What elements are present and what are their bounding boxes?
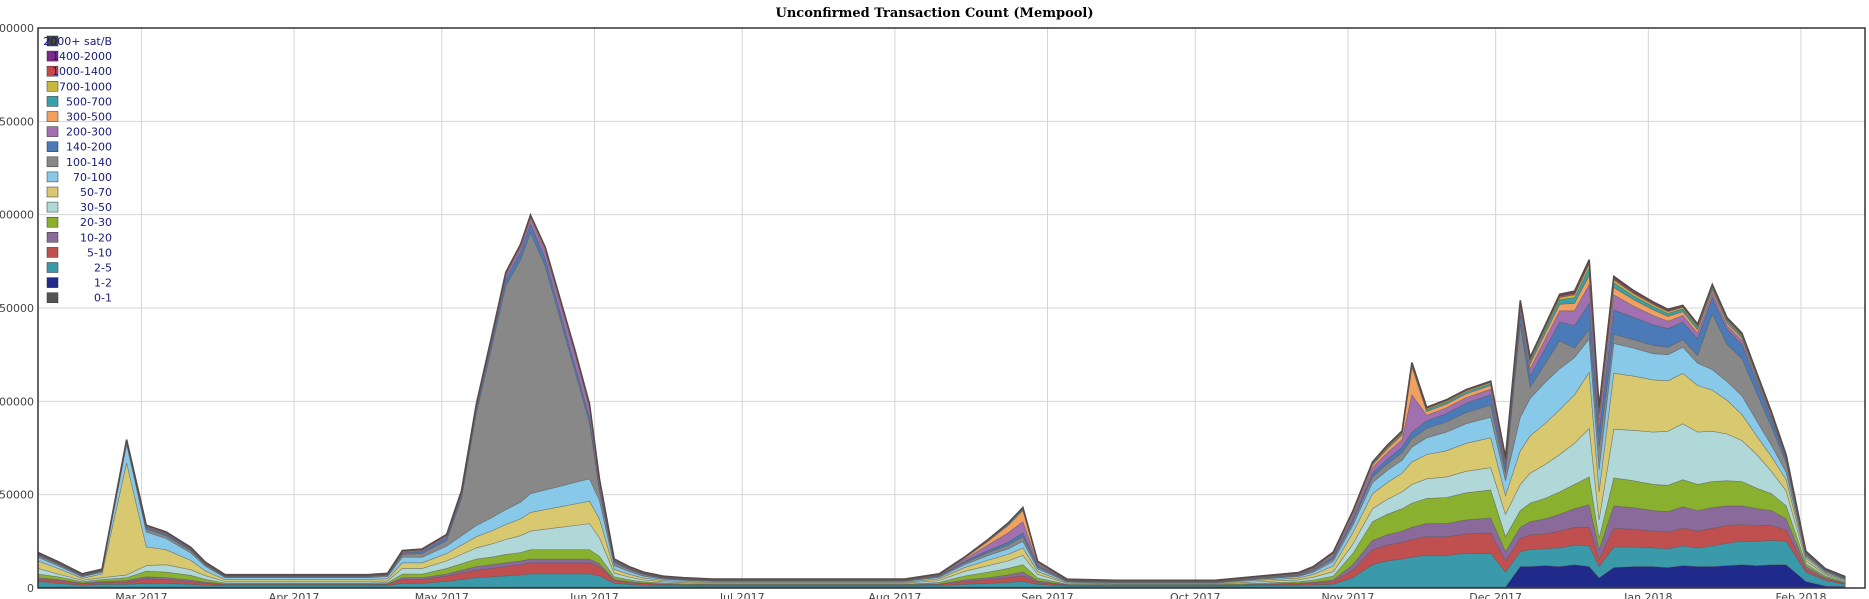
legend-item[interactable]: 20-30 — [46, 216, 112, 229]
legend-swatch — [46, 35, 59, 47]
legend-label: 2000+ sat/B — [43, 35, 112, 48]
legend-swatch — [46, 216, 59, 228]
total-outline — [37, 212, 1846, 582]
legend-swatch — [46, 96, 59, 107]
legend-label: 140-200 — [66, 141, 112, 154]
y-tick-label: 300000 — [0, 22, 34, 35]
legend-label: 1400-2000 — [52, 50, 112, 63]
legend-item[interactable]: 50-70 — [46, 186, 112, 199]
legend[interactable]: 2000+ sat/B 1400-2000 1000-1400 700-1000 500… — [43, 35, 112, 305]
legend-swatch — [46, 262, 59, 273]
legend-label: 300-500 — [66, 111, 112, 124]
legend-label: 50-70 — [80, 186, 112, 199]
y-tick-label: 50000 — [0, 489, 34, 502]
legend-label: 10-20 — [80, 231, 112, 244]
x-tick-label: Nov 2017 — [1321, 591, 1374, 599]
legend-swatch — [46, 201, 59, 213]
legend-label: 0-1 — [94, 292, 112, 305]
legend-item[interactable]: 300-500 — [46, 111, 112, 124]
legend-item[interactable]: 700-1000 — [46, 80, 112, 93]
legend-item[interactable]: 1000-1400 — [46, 65, 112, 78]
legend-item[interactable]: 500-700 — [46, 95, 112, 108]
legend-label: 70-100 — [73, 171, 112, 184]
legend-item[interactable]: 70-100 — [46, 171, 112, 184]
legend-swatch — [46, 277, 59, 288]
legend-swatch — [46, 141, 59, 152]
legend-swatch — [46, 156, 59, 168]
x-tick-label: Oct 2017 — [1170, 591, 1221, 599]
legend-swatch — [46, 186, 59, 198]
legend-swatch — [46, 50, 59, 62]
legend-item[interactable]: 200-300 — [46, 126, 112, 139]
legend-item[interactable]: 5-10 — [46, 246, 112, 259]
legend-item[interactable]: 2-5 — [46, 262, 112, 275]
legend-label: 100-140 — [66, 156, 112, 169]
legend-item[interactable]: 1-2 — [46, 277, 112, 290]
legend-item[interactable]: 30-50 — [46, 201, 112, 214]
legend-label: 5-10 — [87, 246, 112, 259]
legend-swatch — [46, 247, 59, 258]
plot-frame — [37, 27, 1866, 589]
legend-label: 200-300 — [66, 126, 112, 139]
x-axis-ticks: Mar 2017 Apr 2017 May 2017 Jun 2017 Jul 2017… — [115, 591, 1826, 599]
legend-swatch — [46, 232, 59, 243]
legend-label: 20-30 — [80, 216, 112, 229]
y-tick-label: 200000 — [0, 209, 34, 222]
legend-item[interactable]: 1400-2000 — [46, 50, 112, 63]
y-tick-label: 0 — [27, 582, 34, 595]
x-tick-label: Jan 2018 — [1623, 591, 1672, 599]
legend-label: 2-5 — [94, 262, 112, 275]
legend-label: 1000-1400 — [52, 65, 112, 78]
x-tick-label: Aug 2017 — [868, 591, 921, 599]
y-tick-label: 150000 — [0, 302, 34, 315]
x-tick-label: Sep 2017 — [1021, 591, 1073, 599]
legend-label: 500-700 — [66, 95, 112, 108]
x-tick-label: Jun 2017 — [569, 591, 619, 599]
x-tick-label: Apr 2017 — [269, 591, 320, 599]
legend-item[interactable]: 2000+ sat/B — [43, 35, 112, 48]
y-tick-label: 100000 — [0, 395, 34, 408]
legend-label: 30-50 — [80, 201, 112, 214]
legend-swatch — [46, 171, 59, 183]
legend-swatch — [46, 292, 59, 303]
legend-item[interactable]: 0-1 — [46, 292, 112, 305]
legend-item[interactable]: 140-200 — [46, 141, 112, 154]
chart-title: Unconfirmed Transaction Count (Mempool) — [775, 6, 1094, 21]
legend-swatch — [46, 111, 59, 122]
legend-item[interactable]: 10-20 — [46, 231, 112, 244]
legend-label: 700-1000 — [59, 80, 112, 93]
x-tick-label: Jul 2017 — [719, 591, 765, 599]
x-tick-label: May 2017 — [415, 591, 469, 599]
legend-swatch — [46, 65, 59, 77]
y-tick-label: 250000 — [0, 115, 34, 128]
legend-item[interactable]: 100-140 — [46, 156, 112, 169]
x-tick-label: Mar 2017 — [115, 591, 167, 599]
legend-label: 1-2 — [94, 277, 112, 290]
stacked-areas — [37, 214, 1846, 589]
x-tick-label: Dec 2017 — [1469, 591, 1522, 599]
y-axis-ticks: 0 50000 100000 150000 200000 250000 300000 — [0, 22, 34, 595]
x-tick-label: Feb 2018 — [1775, 591, 1826, 599]
legend-swatch — [46, 126, 59, 137]
total-line — [37, 212, 1846, 582]
legend-swatch — [46, 81, 59, 92]
